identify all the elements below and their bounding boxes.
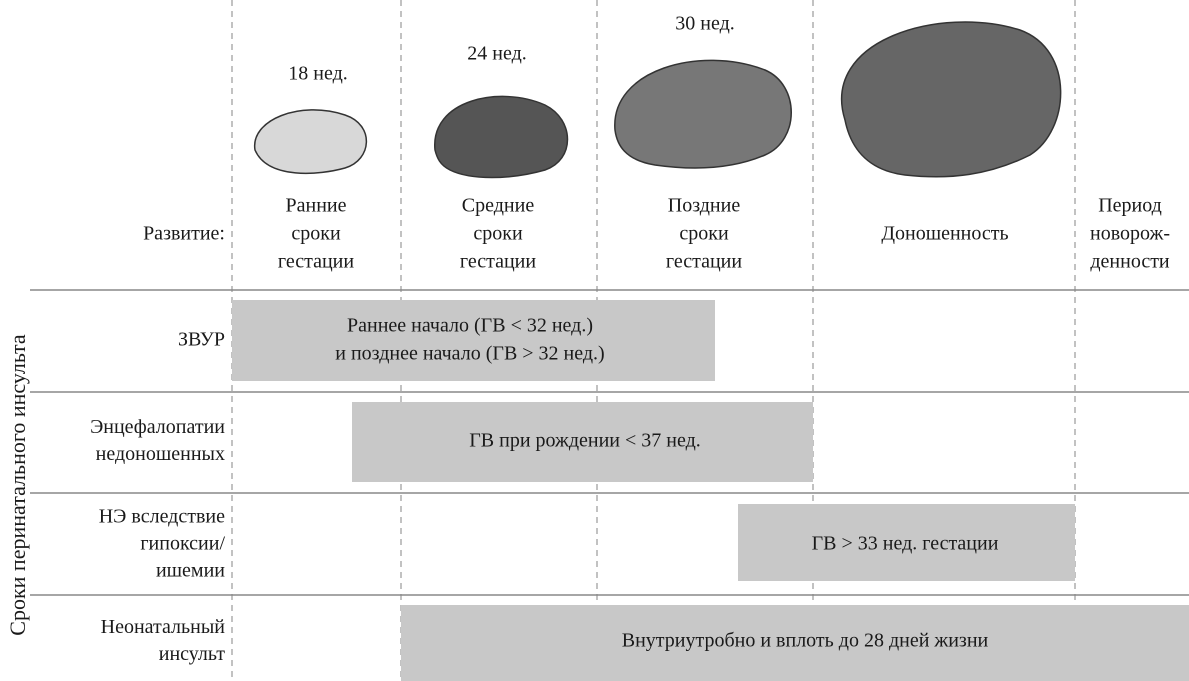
bar-text: ГВ при рождении < 37 нед.	[469, 430, 701, 452]
brain-30	[615, 60, 791, 168]
stage-label: гестации	[460, 251, 536, 273]
brain-term	[842, 22, 1061, 177]
bar-text: Внутриутробно и вплоть до 28 дней жизни	[622, 630, 989, 652]
page: Сроки перинатального инсульта 18 нед. 24…	[0, 0, 1189, 681]
bar-text: ГВ > 33 нед. гестации	[812, 533, 999, 555]
stage-label: гестации	[278, 251, 354, 273]
age-label: 30 нед.	[675, 13, 735, 35]
header-label: Развитие:	[143, 223, 225, 245]
period-bar	[232, 300, 715, 381]
stage-label: сроки	[679, 223, 729, 245]
age-label: 18 нед.	[288, 63, 348, 85]
age-label: 24 нед.	[467, 43, 527, 65]
bar-text: Раннее начало (ГВ < 32 нед.)	[347, 315, 593, 337]
stage-label: сроки	[473, 223, 523, 245]
stage-label: новорож-	[1090, 223, 1170, 245]
stage-label: сроки	[291, 223, 341, 245]
stage-label: Доношенность	[881, 223, 1008, 245]
row-label: Энцефалопатии	[90, 416, 225, 438]
row-label: инсульт	[159, 643, 225, 665]
stage-label: денности	[1090, 251, 1170, 273]
stage-label: Средние	[462, 195, 535, 217]
brains	[255, 22, 1061, 177]
stage-label: Ранние	[286, 195, 347, 217]
stage-label: Поздние	[668, 195, 741, 217]
brain-24	[435, 96, 568, 177]
side-title: Сроки перинатального инсульта	[5, 334, 30, 636]
row-label: гипоксии/	[140, 533, 225, 555]
bar-text: и позднее начало (ГВ > 32 нед.)	[335, 343, 604, 365]
stage-label: Период	[1098, 195, 1162, 217]
row-label: недоношенных	[96, 443, 225, 465]
row-label: ишемии	[156, 560, 225, 582]
brain-18	[255, 110, 367, 173]
row-label: НЭ вследствие	[99, 506, 225, 528]
row-label: Неонатальный	[101, 616, 226, 638]
stage-label: гестации	[666, 251, 742, 273]
diagram: Сроки перинатального инсульта 18 нед. 24…	[0, 0, 1189, 681]
row-label: ЗВУР	[178, 329, 225, 351]
